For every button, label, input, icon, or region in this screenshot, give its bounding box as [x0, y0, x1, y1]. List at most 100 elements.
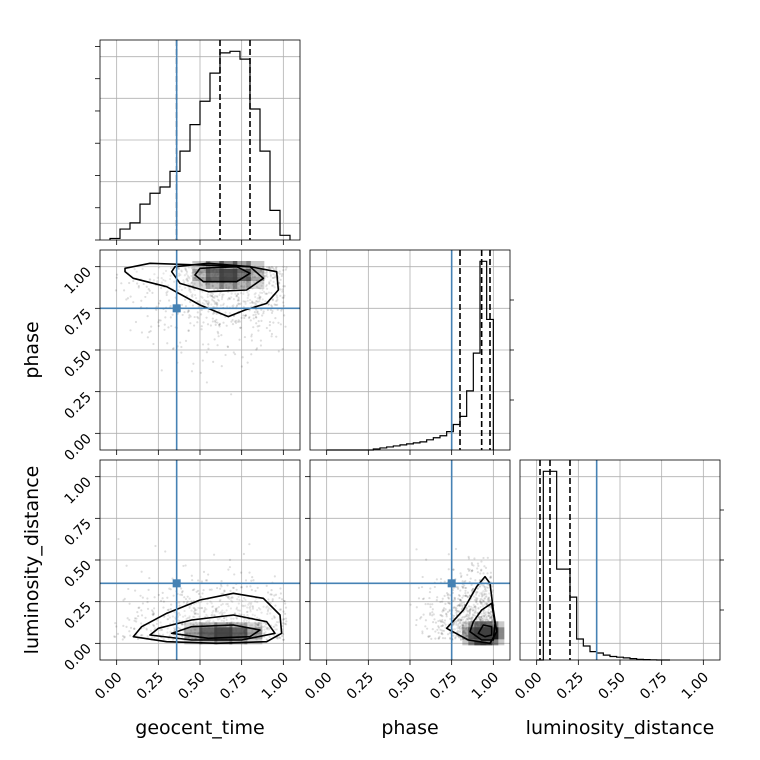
sample-point: [152, 612, 155, 616]
sample-point: [187, 282, 190, 286]
sample-point: [429, 603, 432, 606]
sample-point: [251, 630, 254, 633]
sample-point: [241, 599, 244, 603]
sample-point: [471, 613, 475, 616]
contour-level: [170, 262, 265, 293]
sample-point: [274, 317, 277, 320]
sample-point: [449, 626, 452, 629]
sample-point: [264, 631, 267, 634]
sample-point: [461, 624, 464, 627]
sample-point: [122, 599, 125, 602]
sample-point: [149, 278, 152, 281]
sample-point: [460, 618, 463, 622]
sample-point: [484, 618, 487, 621]
sample-point: [142, 282, 145, 286]
sample-point: [477, 624, 480, 628]
sample-point: [211, 285, 214, 288]
sample-point: [144, 295, 147, 299]
sample-point: [166, 631, 169, 634]
sample-point: [490, 620, 493, 624]
sample-point: [147, 288, 150, 291]
sample-point: [225, 622, 229, 625]
sample-point: [247, 293, 250, 296]
sample-point: [487, 598, 490, 601]
sample-point: [472, 603, 475, 606]
sample-point: [281, 288, 284, 291]
sample-point: [452, 621, 456, 624]
sample-point: [196, 311, 199, 314]
contour-level: [170, 624, 261, 640]
sample-point: [258, 297, 261, 300]
sample-point: [228, 312, 231, 315]
sample-point: [274, 303, 277, 307]
sample-point: [242, 605, 245, 608]
sample-point: [239, 326, 242, 329]
sample-point: [121, 634, 125, 638]
sample-point: [233, 573, 236, 576]
sample-point: [449, 594, 452, 597]
sample-point: [230, 596, 233, 599]
sample-point: [192, 606, 195, 610]
sample-point: [269, 593, 272, 596]
sample-point: [163, 323, 166, 326]
sample-point: [193, 267, 196, 270]
sample-point: [485, 602, 488, 605]
sample-point: [266, 610, 270, 613]
sample-point: [184, 339, 188, 342]
sample-point: [480, 624, 483, 627]
sample-point: [475, 591, 478, 594]
sample-point: [169, 588, 172, 591]
x-tick-label: 0.00: [92, 670, 125, 703]
sample-point: [236, 304, 239, 307]
sample-point: [190, 294, 193, 297]
sample-point: [454, 606, 457, 609]
sample-point: [265, 273, 268, 276]
sample-point: [210, 298, 214, 301]
sample-point: [476, 622, 479, 625]
sample-point: [490, 610, 493, 613]
sample-point: [279, 592, 282, 595]
sample-point: [145, 627, 148, 630]
sample-point: [481, 599, 485, 602]
sample-point: [253, 301, 257, 305]
sample-point: [152, 279, 156, 282]
sample-point: [470, 616, 473, 620]
sample-point: [463, 615, 466, 618]
sample-point: [479, 619, 483, 623]
sample-point: [442, 609, 445, 612]
sample-point: [468, 610, 471, 613]
sample-point: [201, 359, 204, 362]
x-tick-label: 0.50: [385, 670, 418, 703]
x-tick-label: 0.00: [302, 670, 335, 703]
sample-point: [480, 617, 484, 620]
sample-point: [181, 635, 184, 638]
sample-point: [459, 589, 462, 592]
sample-point: [228, 297, 231, 300]
x-tick-label: 0.50: [595, 670, 628, 703]
sample-point: [185, 278, 189, 281]
sample-point: [481, 594, 484, 598]
sample-point: [183, 596, 186, 599]
sample-point: [461, 633, 464, 636]
sample-point: [212, 553, 216, 556]
sample-point: [464, 579, 467, 583]
sample-point: [485, 618, 489, 621]
sample-point: [237, 595, 240, 598]
sample-point: [282, 638, 285, 642]
sample-point: [437, 626, 441, 629]
sample-point: [121, 638, 124, 641]
sample-point: [466, 615, 470, 618]
sample-point: [238, 598, 241, 602]
sample-point: [239, 326, 242, 329]
sample-point: [203, 268, 206, 271]
sample-point: [279, 278, 282, 281]
sample-point: [441, 620, 445, 624]
sample-point: [190, 637, 194, 640]
sample-point: [431, 611, 434, 614]
sample-point: [250, 300, 254, 303]
sample-point: [253, 614, 257, 617]
sample-point: [224, 311, 227, 314]
sample-point: [466, 595, 469, 599]
sample-point: [470, 617, 473, 620]
sample-point: [193, 282, 196, 285]
